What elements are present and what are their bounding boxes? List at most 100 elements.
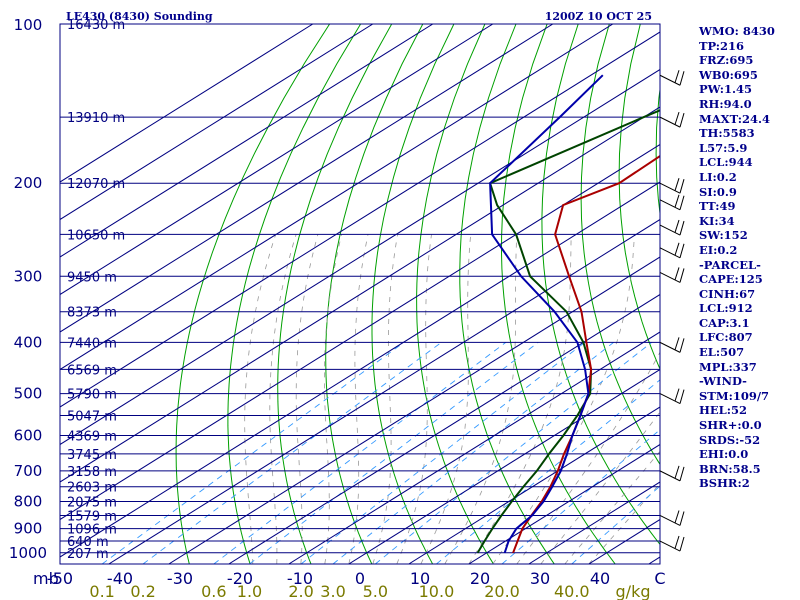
index-item: TH:5583 <box>699 126 755 141</box>
moist-adiabat <box>492 234 635 564</box>
pressure-tick-label: 800 <box>14 493 43 511</box>
index-item: SW:152 <box>699 228 748 243</box>
height-label: 3158 m <box>67 465 117 480</box>
index-item: CINH:67 <box>699 286 756 301</box>
temperature-tick-label: 0 <box>355 569 365 588</box>
dry-adiabat <box>541 24 660 546</box>
index-item: SHR+:0.0 <box>699 418 762 433</box>
mixing-ratio-line <box>375 342 652 564</box>
dry-adiabat <box>459 24 555 564</box>
index-item: BRN:58.5 <box>699 461 761 476</box>
mixing-ratio-tick-label: 1.0 <box>237 582 262 600</box>
isotherm <box>60 31 660 408</box>
wind-barb <box>659 178 685 194</box>
pressure-tick-label: 100 <box>14 16 43 34</box>
temperature-tick-label: -30 <box>167 569 193 588</box>
height-label: 5790 m <box>67 388 117 403</box>
height-label: 8373 m <box>67 306 117 321</box>
dry-adiabat <box>227 24 362 564</box>
mixing-ratio-line <box>300 342 586 564</box>
index-item: -WIND- <box>699 374 747 389</box>
pressure-tick-label: 200 <box>14 174 43 192</box>
index-item: SI:0.9 <box>699 184 737 199</box>
height-label: 5047 m <box>67 410 117 425</box>
pressure-tick-label: 700 <box>14 462 43 480</box>
stability-indices-panel: WMO: 8430 TP:216 FRZ:695 WB0:695 PW:1.45 RH:9… <box>699 24 799 491</box>
wind-barb <box>659 267 685 283</box>
index-item: CAPE:125 <box>699 272 763 287</box>
isotherm <box>108 218 660 564</box>
wind-barb <box>659 242 685 259</box>
index-item: LI:0.2 <box>699 169 737 184</box>
pressure-tick-label: 1000 <box>9 544 47 562</box>
wind-barb <box>659 219 685 236</box>
wind-barb <box>659 510 685 526</box>
index-item: SRDS:-52 <box>699 432 761 447</box>
height-label: 207 m <box>67 547 109 562</box>
pressure-tick-label: 900 <box>14 520 43 538</box>
mixing-ratio-tick-label: 10.0 <box>419 582 455 600</box>
index-item: LCL:912 <box>699 301 753 316</box>
isotherm <box>60 143 660 521</box>
wind-barb <box>659 337 685 353</box>
plot-border <box>59 23 661 565</box>
isotherm <box>60 24 614 371</box>
index-item: HEL:52 <box>699 403 747 418</box>
index-item: MAXT:24.4 <box>699 111 770 126</box>
mixing-ratio-tick-label: 0.1 <box>89 582 114 600</box>
isotherm <box>60 24 314 183</box>
mixing-ratio-line <box>142 342 442 564</box>
mixing-ratio-tick-label: 2.0 <box>288 582 313 600</box>
mixing-ratio-tick-label: 0.6 <box>201 582 226 600</box>
pressure-tick-label: 300 <box>14 267 43 285</box>
index-item: TP:216 <box>699 38 745 53</box>
height-label: 12070 m <box>67 177 125 192</box>
index-item: MPL:337 <box>699 359 757 374</box>
chart-labels: 16430 m 13910 m 12070 m 10650 m 9450 m 8373 m… <box>9 16 666 600</box>
mixing-ratio-line <box>332 342 614 564</box>
index-item: TT:49 <box>699 199 736 214</box>
temperature-tick-label: 40 <box>590 569 610 588</box>
isotherm <box>60 181 660 558</box>
index-item: EI:0.2 <box>699 242 738 257</box>
moist-adiabat <box>420 234 472 564</box>
isotherm <box>60 68 660 446</box>
temperature-axis-label: C <box>654 569 665 588</box>
temperature-tick-label: -10 <box>287 569 313 588</box>
wind-barbs <box>659 70 685 552</box>
temperature-tick-label: -20 <box>227 569 253 588</box>
isotherm <box>408 406 660 564</box>
mixing-ratio-line <box>501 429 660 564</box>
index-item: L57:5.9 <box>699 140 748 155</box>
height-label: 13910 m <box>67 111 125 126</box>
index-item: FRZ:695 <box>699 53 754 68</box>
mixing-ratio-line <box>571 485 660 564</box>
mixing-ratio-axis-label: g/kg <box>616 582 651 600</box>
mixing-ratio-line <box>436 379 660 564</box>
height-label: 640 m <box>67 535 109 550</box>
height-label: 2075 m <box>67 496 117 511</box>
index-item: EL:507 <box>699 345 745 360</box>
isotherm <box>288 331 660 564</box>
height-label: 1096 m <box>67 523 117 538</box>
wind-barb <box>659 111 685 128</box>
dry-adiabat <box>371 24 455 564</box>
mixing-ratio-line <box>101 342 405 564</box>
pressure-axis-label: mb <box>33 569 59 588</box>
height-label: 2603 m <box>67 481 117 496</box>
mixing-ratio-tick-label: 3.0 <box>320 582 345 600</box>
wind-barb <box>659 70 685 86</box>
height-label: 6569 m <box>67 363 117 378</box>
wind-barb <box>659 465 685 482</box>
isotherm <box>348 368 660 564</box>
height-label: 3745 m <box>67 448 117 463</box>
mixing-ratio-tick-label: 20.0 <box>484 582 520 600</box>
temperature-tick-label: -50 <box>47 569 73 588</box>
index-item: LFC:807 <box>699 330 753 345</box>
pressure-tick-label: 400 <box>14 333 43 351</box>
wind-barb <box>659 535 685 552</box>
dry-adiabat <box>580 24 660 466</box>
mixing-ratio-tick-label: 40.0 <box>554 582 590 600</box>
pressure-tick-label: 500 <box>14 385 43 403</box>
